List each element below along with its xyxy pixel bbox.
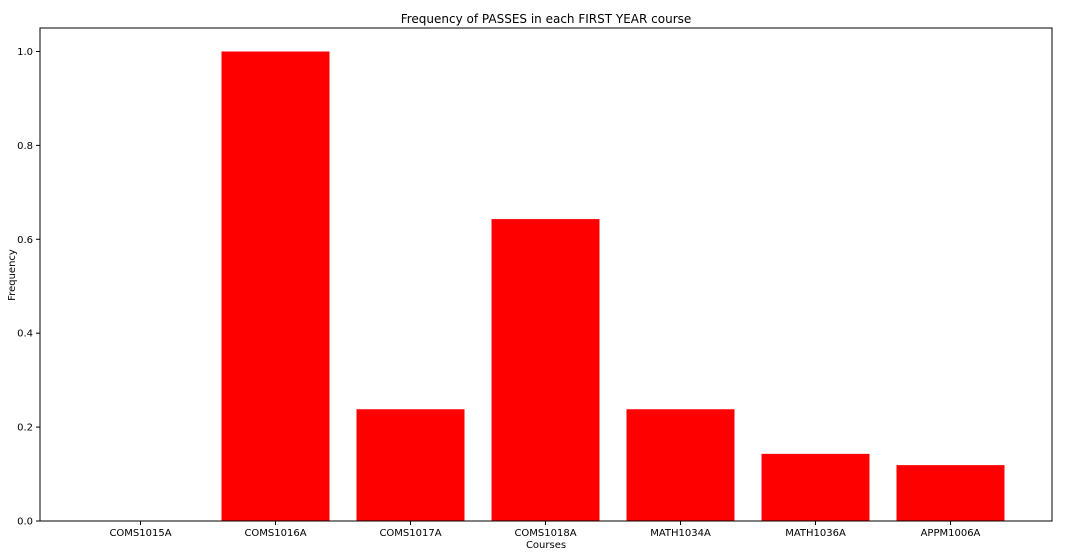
- y-tick-label: 0.2: [17, 423, 33, 434]
- y-tick-label: 0.4: [17, 329, 33, 340]
- y-tick-label: 0.0: [17, 517, 33, 528]
- x-tick-label: MATH1036A: [785, 528, 846, 539]
- bar-coms1017a: [356, 409, 465, 521]
- y-axis-title: Frequency: [7, 249, 18, 301]
- bar-coms1018a: [491, 219, 600, 521]
- x-tick-label: APPM1006A: [921, 528, 981, 539]
- bar-math1036a: [761, 453, 870, 521]
- bar-math1034a: [626, 409, 735, 521]
- x-tick-label: COMS1017A: [379, 528, 441, 539]
- plot-frame: [39, 27, 1053, 522]
- y-tick-label: 0.8: [17, 141, 33, 152]
- bars-group: [221, 51, 1005, 521]
- bar-coms1016a: [221, 51, 330, 521]
- bar-appm1006a: [896, 465, 1005, 521]
- ticks-group: COMS1015A COMS1016A COMS1017A COMS1018A MATH…: [17, 47, 980, 539]
- chart-title: Frequency of PASSES in each FIRST YEAR c…: [401, 12, 692, 26]
- x-tick-label: COMS1015A: [109, 528, 171, 539]
- x-tick-label: COMS1016A: [244, 528, 306, 539]
- y-tick-label: 0.6: [17, 235, 33, 246]
- x-tick-label: MATH1034A: [650, 528, 711, 539]
- y-tick-label: 1.0: [17, 47, 33, 58]
- x-tick-label: COMS1018A: [514, 528, 576, 539]
- x-axis-title: Courses: [526, 540, 566, 551]
